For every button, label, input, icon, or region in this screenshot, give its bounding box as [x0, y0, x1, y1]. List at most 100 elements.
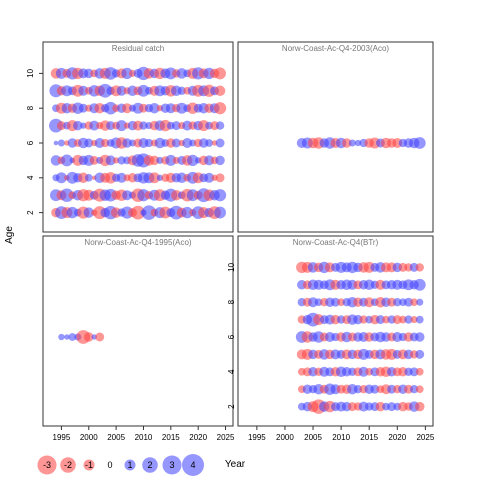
residual-bubble [393, 298, 402, 307]
residual-bubble [404, 297, 413, 307]
legend-item: -2 [60, 457, 76, 473]
panel-frame [237, 41, 434, 233]
residual-bubble [73, 120, 83, 131]
panel-frame [237, 235, 434, 427]
residual-bubble [415, 263, 424, 272]
legend-label: 1 [127, 460, 132, 470]
legend-item: -3 [37, 455, 57, 475]
residual-bubble [176, 172, 187, 184]
residual-bubble [66, 206, 79, 219]
x-tick-label: 2000 [80, 433, 98, 442]
residual-bubble [410, 316, 418, 324]
residual-bubble [215, 121, 225, 130]
residual-bubble [116, 85, 127, 96]
residual-bubble [84, 173, 93, 182]
residual-bubble [104, 101, 117, 115]
legend-bubble [60, 457, 76, 473]
residual-bubble [416, 298, 424, 306]
residual-bubble [149, 102, 160, 114]
panel-3: Norw-Coast-Ac-Q4-1995(Aco) [42, 235, 234, 427]
residual-bubble [80, 122, 87, 129]
residual-bubble [105, 155, 116, 166]
residual-bubble [121, 67, 133, 80]
residual-bubble [392, 315, 402, 325]
residual-bubble [359, 315, 368, 324]
residual-bubble [57, 139, 65, 147]
x-tick-label: 2025 [217, 433, 235, 442]
panel-4: Norw-Coast-Ac-Q4(BTr) [237, 235, 434, 427]
residual-bubble [205, 139, 213, 147]
panels-layer: Residual catch Norw-Coast-Ac-Q4-2003(Aco)… [42, 41, 434, 427]
x-tick-label: 2025 [416, 433, 434, 442]
residual-bubble [187, 154, 199, 167]
legend-label: -1 [85, 460, 93, 470]
residual-bubble [181, 206, 193, 219]
residual-bubble [101, 138, 110, 148]
residual-bubble [204, 172, 215, 183]
residual-bubble [156, 174, 164, 181]
x-tick-label: 1995 [248, 433, 266, 442]
residual-bubble [387, 402, 397, 412]
residual-bubble [148, 172, 160, 184]
legend-label: 2 [147, 460, 152, 470]
panel-title: Residual catch [112, 44, 164, 53]
residual-bubble [139, 121, 148, 130]
legend-bubble [124, 459, 136, 471]
legend-label: 0 [107, 460, 112, 470]
residual-bubble [171, 121, 181, 131]
residual-bubble [60, 188, 74, 202]
legend-item: 2 [142, 457, 158, 473]
residual-bubble [413, 278, 426, 291]
residual-bubble [116, 172, 127, 183]
residual-bubble [213, 102, 227, 115]
residual-bubble [177, 86, 186, 95]
y-tick-label: 8 [227, 299, 236, 304]
residual-bubble [78, 85, 89, 96]
residual-bubble [106, 121, 116, 131]
residual-bubble [308, 297, 319, 308]
residual-bubble [144, 138, 154, 148]
residual-bubble [354, 139, 362, 147]
residual-bubble [165, 154, 177, 166]
y-tick-label: 10 [227, 262, 236, 271]
panel-frame [42, 41, 234, 233]
legend-label: -3 [43, 460, 51, 470]
residual-bubble [409, 367, 419, 377]
residual-bubble [55, 172, 67, 184]
residual-bubble [370, 384, 380, 394]
residual-bubble [89, 155, 99, 165]
residual-bubble [78, 172, 89, 184]
residual-bubble [215, 155, 225, 166]
residual-bubble [415, 332, 425, 342]
residual-bubble [84, 332, 94, 342]
residual-bubble [214, 206, 226, 219]
residual-bubble [67, 138, 78, 148]
residual-bubble [375, 315, 385, 325]
residual-bubble [84, 68, 94, 79]
residual-bubble [215, 173, 225, 183]
residual-bubble [116, 120, 128, 132]
residual-bubble [348, 139, 356, 147]
y-tick-label: 2 [227, 404, 236, 409]
residual-bubble [159, 119, 172, 132]
legend-label: 4 [190, 460, 195, 470]
residual-bubble [204, 155, 215, 166]
y-tick-label: 6 [227, 334, 236, 339]
legend-item: 3 [162, 455, 182, 475]
x-tick-label: 1995 [53, 433, 71, 442]
residual-bubble [50, 155, 62, 166]
residual-bubble [68, 333, 77, 341]
residual-bubble [56, 121, 66, 131]
residual-bubble [122, 138, 132, 148]
residual-bubble [58, 333, 65, 341]
residual-bubble [122, 190, 133, 201]
residual-bubble [83, 207, 94, 218]
legend-bubble [83, 459, 95, 471]
panel-frame [42, 235, 234, 427]
residual-bubble [415, 385, 424, 394]
panel-1: Residual catch [42, 41, 234, 233]
residual-bubble [404, 315, 413, 324]
residual-bubble [213, 189, 227, 202]
y-axis-title: Age [4, 226, 15, 244]
